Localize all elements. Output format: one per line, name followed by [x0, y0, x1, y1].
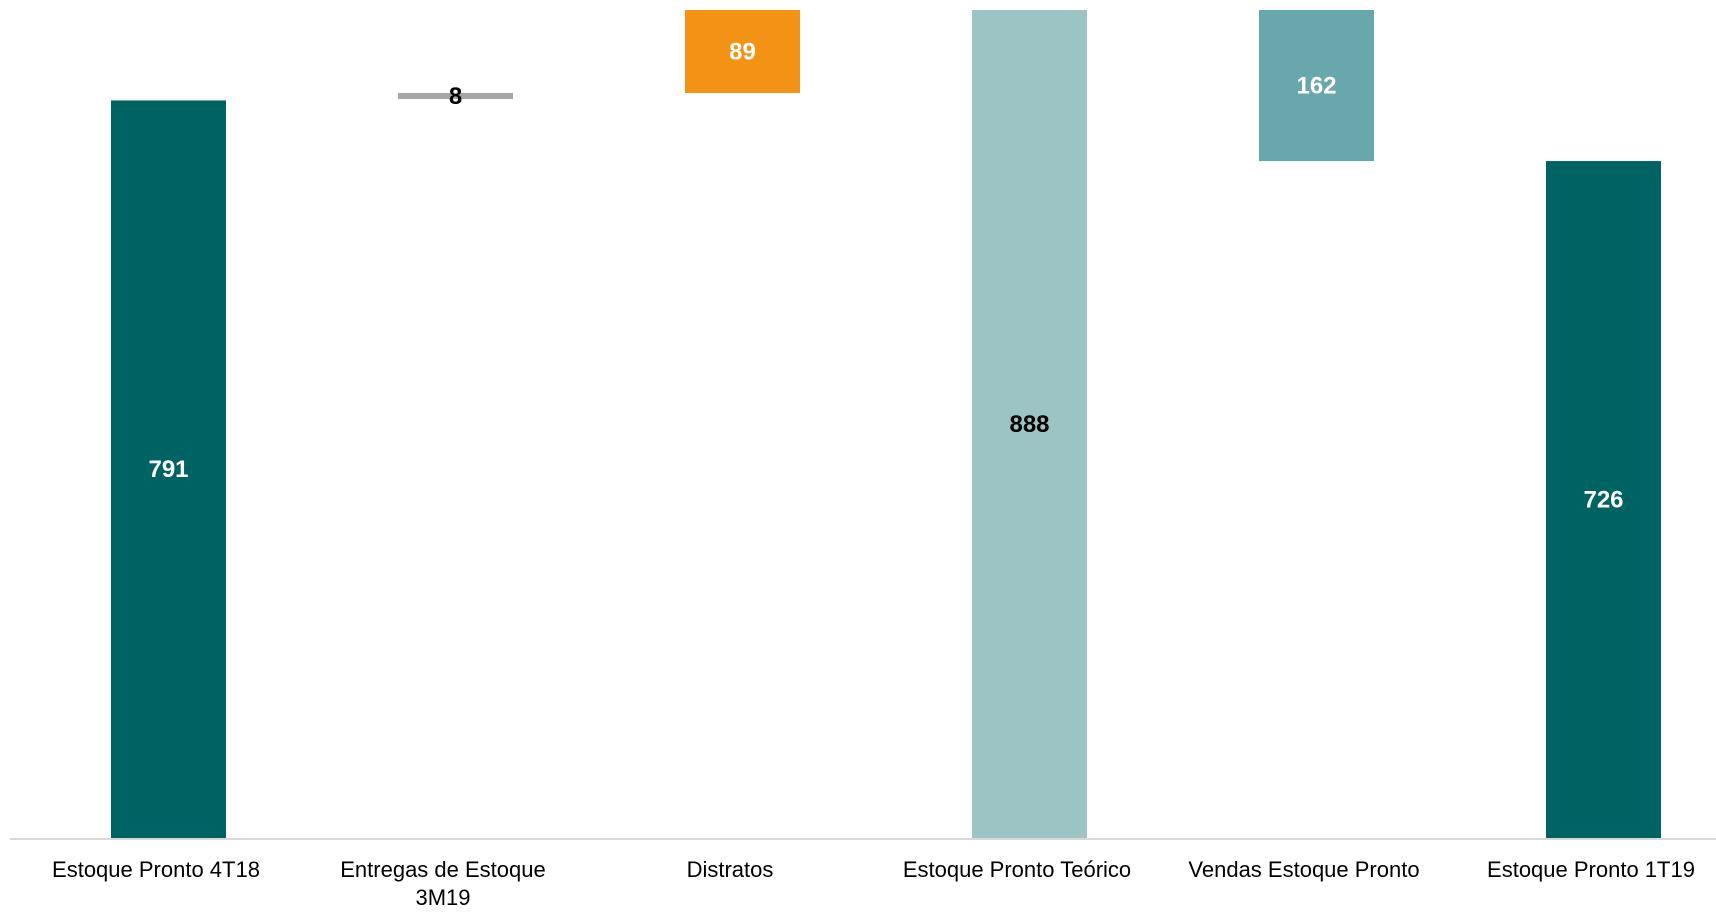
- data-label-1: 791: [148, 456, 188, 483]
- data-label-6: 726: [1583, 487, 1623, 514]
- x-tick-label-vendas-estoque-pronto: Vendas Estoque Pronto: [1188, 857, 1420, 882]
- x-tick-label-estoque-pronto-1t19: Estoque Pronto 1T19: [1487, 857, 1695, 882]
- bar-distratos: [685, 10, 800, 93]
- bar-vendas-estoque-pronto: [1259, 10, 1374, 162]
- x-tick-label-entregas-de-estoque: Entregas de Estoque 3M19: [340, 857, 546, 910]
- bar-estoque-pronto-4t18: [111, 100, 226, 839]
- x-tick-label-estoque-pronto-4t18: Estoque Pronto 4T18: [52, 857, 260, 882]
- data-label-3: 89: [729, 38, 756, 65]
- x-axis-line: [10, 838, 1716, 840]
- bar-estoque-pronto-1t19: [1546, 161, 1661, 838]
- data-label-5: 162: [1296, 73, 1336, 100]
- data-label-2: 8: [449, 83, 462, 110]
- x-tick-label-distratos: Distratos: [686, 857, 774, 882]
- x-tick-label-estoque-pronto-teorico: Estoque Pronto Teórico: [902, 857, 1132, 882]
- data-label-4: 888: [1009, 411, 1049, 438]
- bar-estoque-pronto-te-rico: [972, 10, 1087, 838]
- bar-entregas-de-estoque-3m19: [398, 92, 513, 99]
